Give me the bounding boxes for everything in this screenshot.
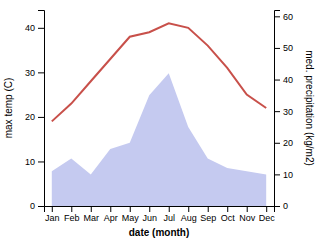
tick-mark [149, 206, 150, 212]
tick-mark [274, 174, 280, 175]
x-axis-title: date (month) [129, 227, 190, 238]
tick: 30 [25, 68, 44, 78]
axis-line [38, 11, 45, 207]
tick: 0 [30, 201, 44, 211]
tick: Nov [239, 206, 256, 223]
tick: Mar [84, 206, 100, 223]
tick: 50 [274, 43, 293, 53]
tick: 20 [25, 112, 44, 122]
tick-mark [274, 16, 280, 17]
tick-mark [71, 206, 72, 212]
tick: 40 [25, 23, 44, 33]
tick-mark [274, 80, 280, 81]
area [52, 73, 266, 206]
y2-axis: 0 10 20 30 40 50 60 [274, 11, 293, 212]
tick-mark [110, 206, 111, 212]
tick: May [122, 206, 140, 223]
tick-label: Jan [45, 213, 60, 223]
tick-mark [274, 111, 280, 112]
tick: 0 [274, 201, 288, 211]
tick-label: Feb [64, 213, 80, 223]
tick: Jan [45, 206, 60, 223]
tick-label: 0 [30, 201, 35, 211]
tick: Apr [104, 206, 118, 223]
tick-mark [38, 28, 44, 29]
tick-label: Oct [221, 213, 236, 223]
tick-label: May [122, 213, 140, 223]
tick-label: Jun [142, 213, 157, 223]
tick-mark [188, 206, 189, 212]
tick-label: 30 [25, 68, 35, 78]
tick-mark [38, 72, 44, 73]
tick-label: Dec [259, 213, 276, 223]
tick-label: 30 [283, 107, 293, 117]
tick-label: Apr [104, 213, 118, 223]
tick-mark [227, 206, 228, 212]
tick: Oct [221, 206, 236, 223]
tick: Jun [142, 206, 157, 223]
plot: Jan Feb Mar Apr MayJun Jul AugSep OctNovDec 0 10 2… [25, 11, 293, 224]
marks [52, 23, 266, 206]
y-axis: 0 10 20 30 40 [25, 11, 45, 212]
tick: 10 [25, 157, 44, 167]
tick-mark [169, 206, 170, 212]
tick-mark [274, 143, 280, 144]
tick: 60 [274, 12, 293, 22]
tick-mark [130, 206, 131, 212]
tick: Jul [163, 206, 175, 223]
tick-label: 10 [283, 170, 293, 180]
line [52, 23, 266, 121]
chart-container: Jan Feb Mar Apr MayJun Jul AugSep OctNovDec 0 10 2… [0, 0, 318, 242]
tick-label: Aug [181, 213, 197, 223]
tick-label: 40 [25, 23, 35, 33]
tick-mark [38, 161, 44, 162]
tick-label: 0 [283, 201, 288, 211]
tick: Dec [259, 206, 276, 223]
tick-mark [52, 206, 53, 212]
tick-label: 20 [283, 138, 293, 148]
tick: 20 [274, 138, 293, 148]
tick-mark [208, 206, 209, 212]
tick: Sep [200, 206, 216, 223]
tick: Aug [181, 206, 197, 223]
tick: Feb [64, 206, 80, 223]
tick-label: Sep [200, 213, 216, 223]
tick-label: 20 [25, 112, 35, 122]
y2-axis-title: med. precipitation (kg/m2) [304, 50, 315, 166]
tick-mark [38, 117, 44, 118]
tick-mark [38, 206, 44, 207]
tick: 30 [274, 107, 293, 117]
axis-line [275, 11, 281, 207]
tick-label: 10 [25, 157, 35, 167]
y-axis-title: max temp (C) [3, 78, 14, 139]
tick-mark [247, 206, 248, 212]
tick-label: 40 [283, 75, 293, 85]
x-axis: Jan Feb Mar Apr MayJun Jul AugSep OctNovDec [45, 206, 276, 223]
tick-mark [274, 206, 280, 207]
tick-label: 50 [283, 43, 293, 53]
chart: Jan Feb Mar Apr MayJun Jul AugSep OctNovDec 0 10 2… [0, 0, 318, 242]
axis-line [45, 207, 275, 213]
tick-mark [266, 206, 267, 212]
tick-label: Nov [239, 213, 256, 223]
tick: 40 [274, 75, 293, 85]
tick: 10 [274, 170, 293, 180]
tick-mark [274, 48, 280, 49]
tick-label: Mar [84, 213, 100, 223]
tick-label: 60 [283, 12, 293, 22]
tick-label: Jul [163, 213, 175, 223]
tick-mark [91, 206, 92, 212]
